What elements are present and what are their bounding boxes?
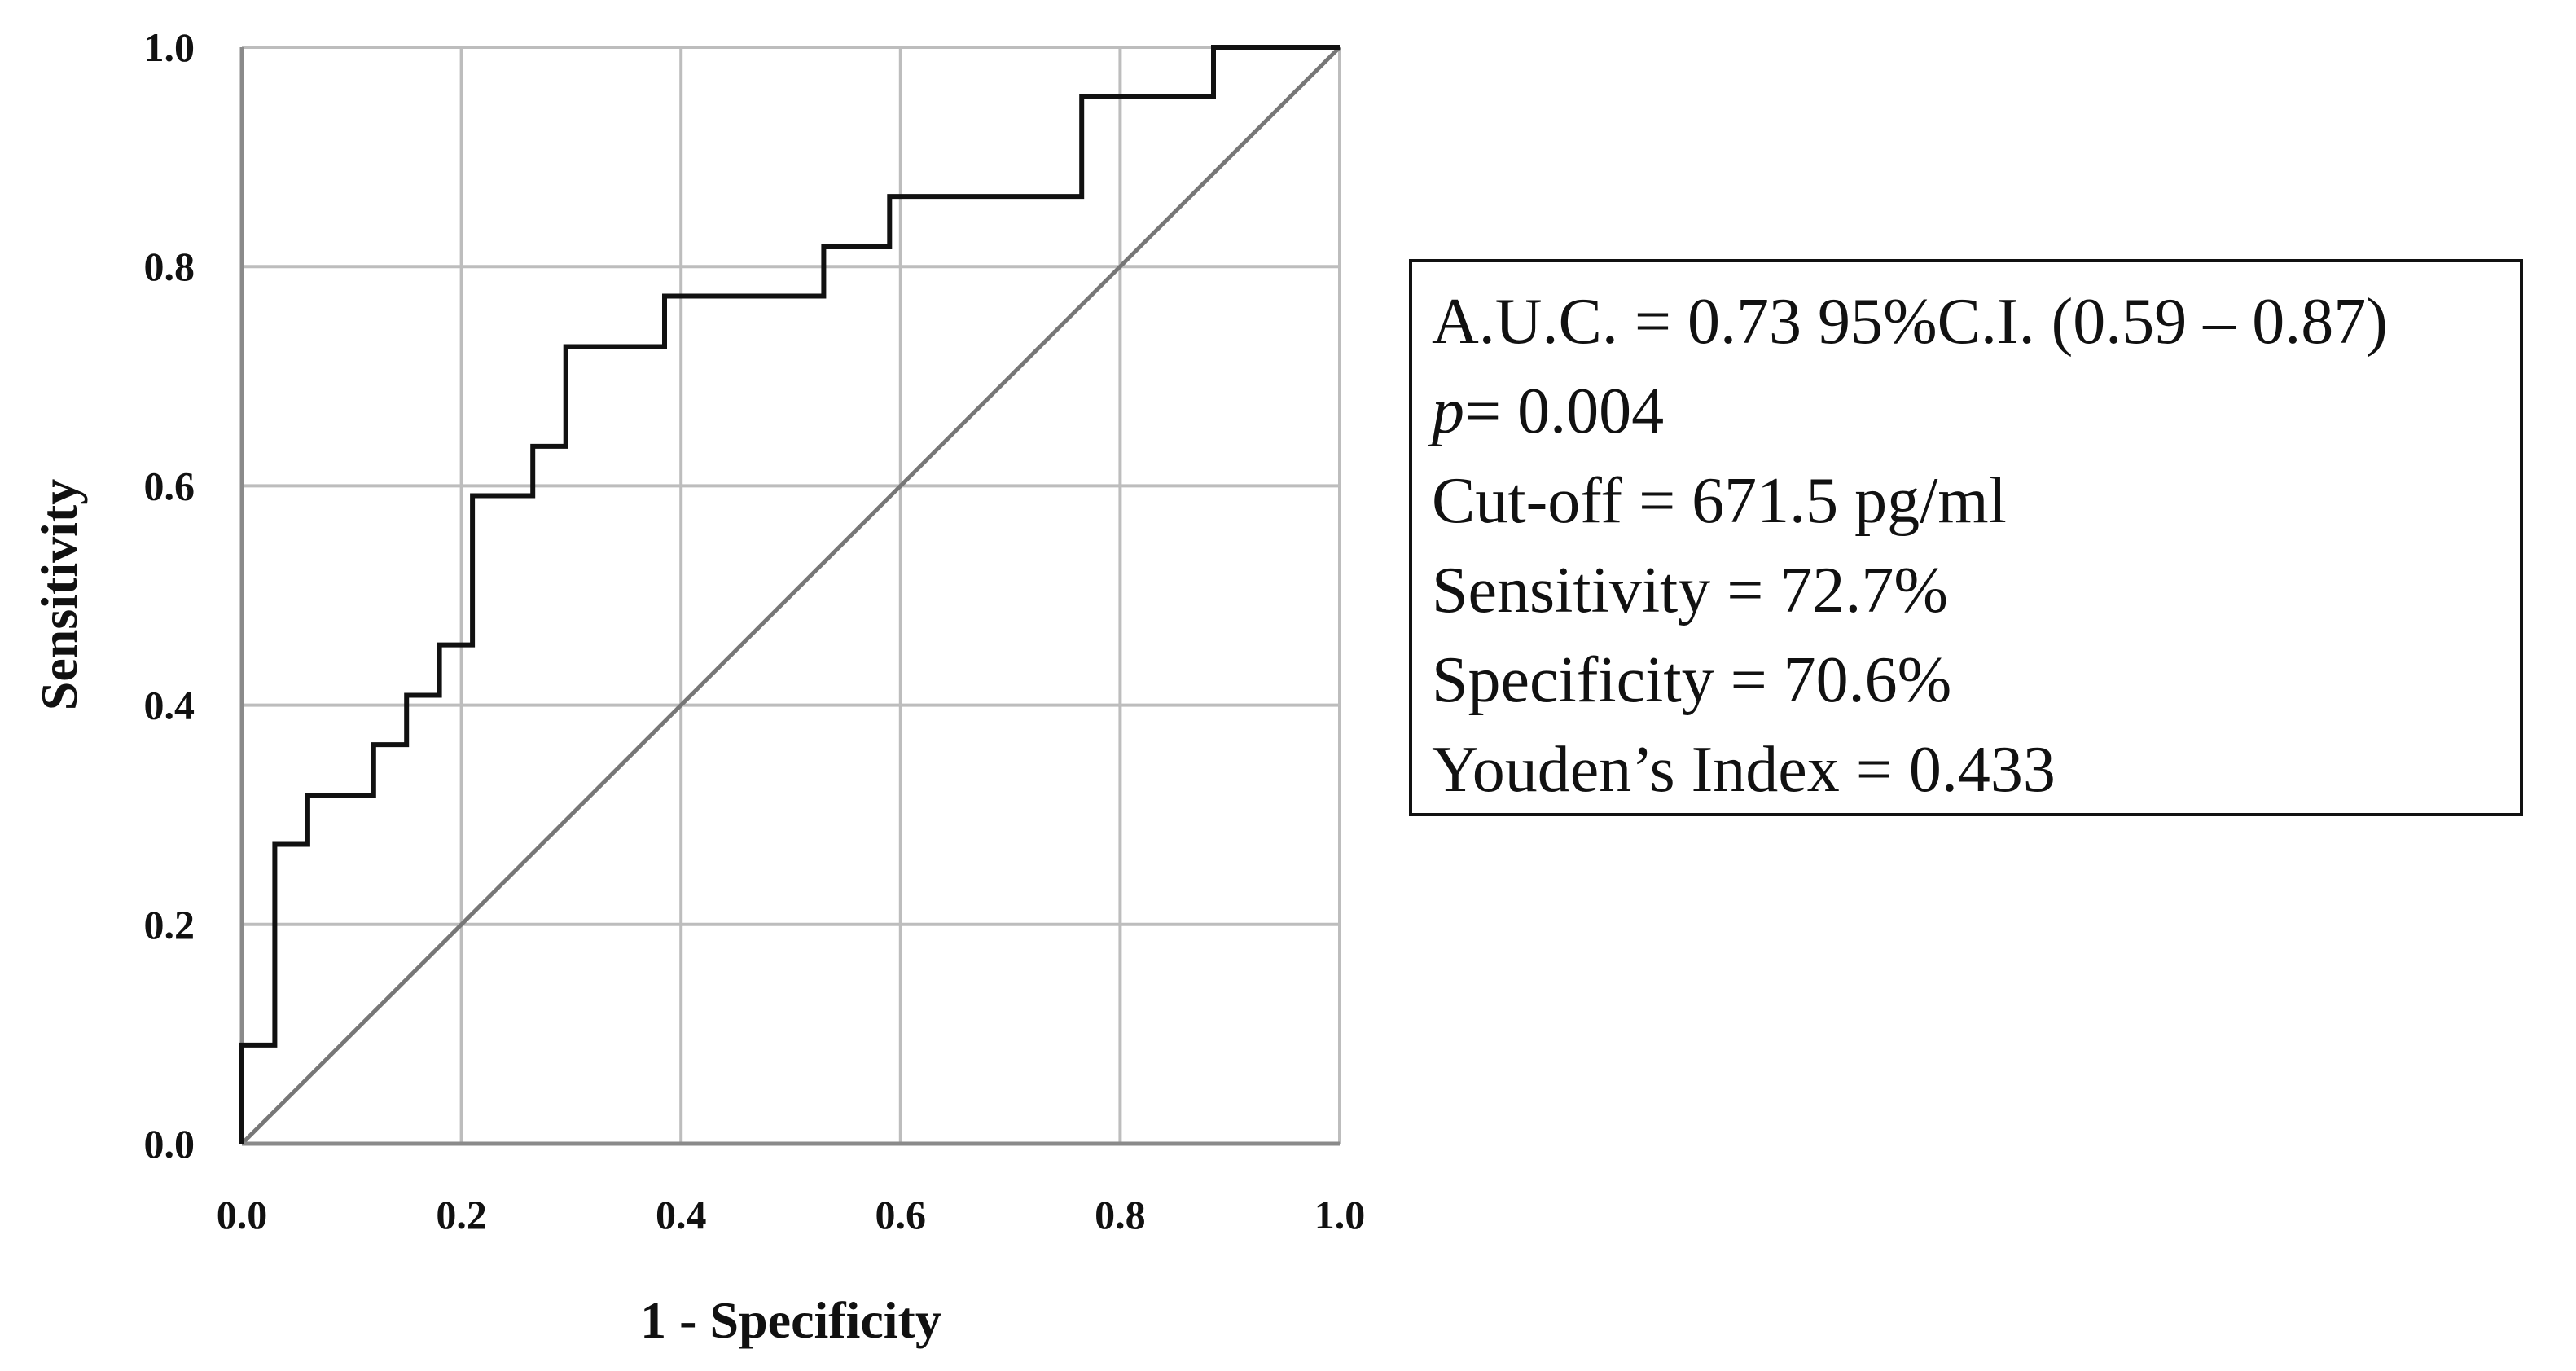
x-tick-label: 1.0 xyxy=(1314,1192,1366,1237)
x-tick-label: 0.8 xyxy=(1095,1192,1146,1237)
reference-diagonal xyxy=(240,46,1341,1145)
reference-diagonal-line xyxy=(240,46,1341,1145)
p-value-text: p= 0.004 xyxy=(1432,367,2520,456)
x-tick-label: 0.2 xyxy=(436,1192,487,1237)
roc-curve xyxy=(239,45,1340,1144)
grid xyxy=(242,46,1341,1144)
p-symbol: p xyxy=(1432,376,1464,447)
y-tick-labels: 0.0 0.2 0.4 0.6 0.8 1.0 xyxy=(144,24,195,1167)
statistics-box: A.U.C. = 0.73 95%C.I. (0.59 – 0.87) p= 0… xyxy=(1409,259,2523,816)
y-tick-label: 0.4 xyxy=(144,683,195,728)
x-tick-label: 0.0 xyxy=(217,1192,268,1237)
x-tick-label: 0.6 xyxy=(875,1192,927,1237)
y-tick-label: 0.8 xyxy=(144,244,195,289)
y-tick-label: 0.6 xyxy=(144,463,195,508)
sensitivity-text: Sensitivity = 72.7% xyxy=(1432,555,1949,626)
specificity-text: Specificity = 70.6% xyxy=(1432,644,1952,716)
youden-index-text: Youden’s Index = 0.433 xyxy=(1432,734,2056,806)
y-tick-label: 0.2 xyxy=(144,902,195,947)
roc-curve-line xyxy=(239,45,1340,1144)
x-tick-labels: 0.0 0.2 0.4 0.6 0.8 1.0 xyxy=(217,1192,1366,1237)
x-tick-label: 0.4 xyxy=(656,1192,707,1237)
cutoff-text: Cut-off = 671.5 pg/ml xyxy=(1432,465,2007,537)
y-tick-label: 1.0 xyxy=(144,24,195,70)
y-tick-label: 0.0 xyxy=(144,1121,195,1167)
axes xyxy=(239,47,1340,1146)
auc-text: A.U.C. = 0.73 95%C.I. (0.59 – 0.87) xyxy=(1432,286,2388,358)
y-axis-title: Sensitivity xyxy=(30,479,88,710)
p-value: = 0.004 xyxy=(1464,376,1665,447)
x-axis-title: 1 - Specificity xyxy=(640,1291,941,1349)
